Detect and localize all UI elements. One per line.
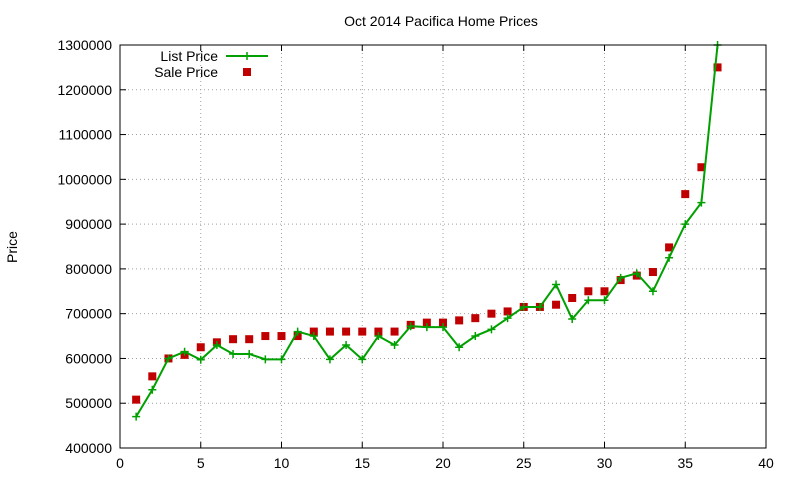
sale-price-point [503,307,512,316]
sale-price-point [648,268,657,277]
list-price-point [229,349,238,358]
legend-label-list-price: List Price [160,48,218,64]
sale-price-point [358,327,367,336]
y-tick-label: 800000 [65,261,112,277]
axis-ticks: 0 5 10 15 20 25 30 35 40 400000 500000 600000 700000… [57,37,774,471]
list-price-point [487,325,496,334]
x-tick-label: 35 [677,455,693,471]
list-price-point [681,220,690,229]
sale-price-point [665,243,674,252]
list-price-point [180,347,189,356]
x-tick-label: 15 [354,455,370,471]
x-tick-label: 40 [758,455,774,471]
y-tick-label: 700000 [65,306,112,322]
x-tick-label: 20 [435,455,451,471]
y-tick-label: 500000 [65,395,112,411]
sale-price-point [568,293,577,302]
plot-marks [132,41,722,421]
list-price-point [552,280,561,289]
list-price-point [277,355,286,364]
sale-price-point [309,327,318,336]
list-price-point [148,385,157,394]
list-price-point [519,302,528,311]
list-price-point [342,341,351,350]
chart-title: Oct 2014 Pacifica Home Prices [344,13,538,29]
list-price-point [212,341,221,350]
list-price-point [455,343,464,352]
list-price-point [196,355,205,364]
list-price-point [309,332,318,341]
y-tick-label: 1200000 [57,82,112,98]
list-price-point [600,296,609,305]
sale-price-point [293,332,302,341]
sale-price-point [245,335,254,344]
sale-price-point [325,327,334,336]
x-tick-label: 5 [197,455,205,471]
y-tick-label: 600000 [65,350,112,366]
sale-price-point [422,318,431,327]
list-price-point [632,269,641,278]
sale-price-point [600,287,609,296]
sale-price-point [681,190,690,199]
sale-price-point [439,318,447,327]
sale-price-point [552,300,561,309]
sale-price-point [196,343,205,352]
sale-price-point [148,372,157,381]
sale-price-point [261,332,270,341]
sale-price-point [229,335,238,344]
list-price-line [135,44,719,418]
sale-price-point [471,314,480,323]
list-price-point [503,314,512,323]
x-tick-label: 30 [597,455,613,471]
y-tick-label: 1000000 [57,171,112,187]
list-price-point [293,327,302,336]
y-axis-label: Price [4,231,20,263]
x-tick-label: 0 [116,455,124,471]
sale-price-point [455,316,464,325]
sale-price-point [584,287,593,296]
list-price-point [439,323,447,332]
legend-label-sale-price: Sale Price [154,64,218,80]
sale-price-point [697,163,706,172]
y-tick-label: 400000 [65,440,112,456]
x-tick-label: 10 [274,455,290,471]
list-price-point [164,354,173,363]
sale-price-point [374,327,383,336]
y-tick-label: 900000 [65,216,112,232]
sale-price-point [487,309,496,318]
y-tick-label: 1100000 [59,127,113,143]
y-tick-label: 1300000 [57,37,112,53]
list-price-point [245,349,254,358]
sale-price-point [277,332,286,341]
list-price-point [406,322,415,331]
list-price-point [568,315,577,324]
list-price-point [648,287,657,296]
list-price-point [261,355,270,364]
list-price-point [374,332,383,341]
plot-border [119,44,767,449]
sale-price-point [390,327,399,336]
sale-price-point [713,63,722,72]
list-price-point [132,412,141,421]
list-price-point [665,253,674,262]
list-price-point [422,323,431,332]
list-price-point [535,302,544,311]
list-price-point [584,296,593,305]
list-price-point [471,332,480,341]
legend-marker-list-price [243,52,251,60]
list-price-point [616,273,625,282]
list-price-point [390,341,399,350]
legend-marker-sale-price [243,68,251,76]
list-price-point [358,355,367,364]
x-tick-label: 25 [516,455,532,471]
list-price-point [697,198,706,207]
sale-price-point [342,327,351,336]
sale-price-point [132,395,141,404]
list-price-point [325,355,334,364]
